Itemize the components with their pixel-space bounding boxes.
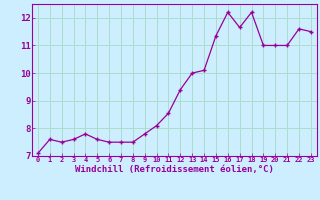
X-axis label: Windchill (Refroidissement éolien,°C): Windchill (Refroidissement éolien,°C) xyxy=(75,165,274,174)
